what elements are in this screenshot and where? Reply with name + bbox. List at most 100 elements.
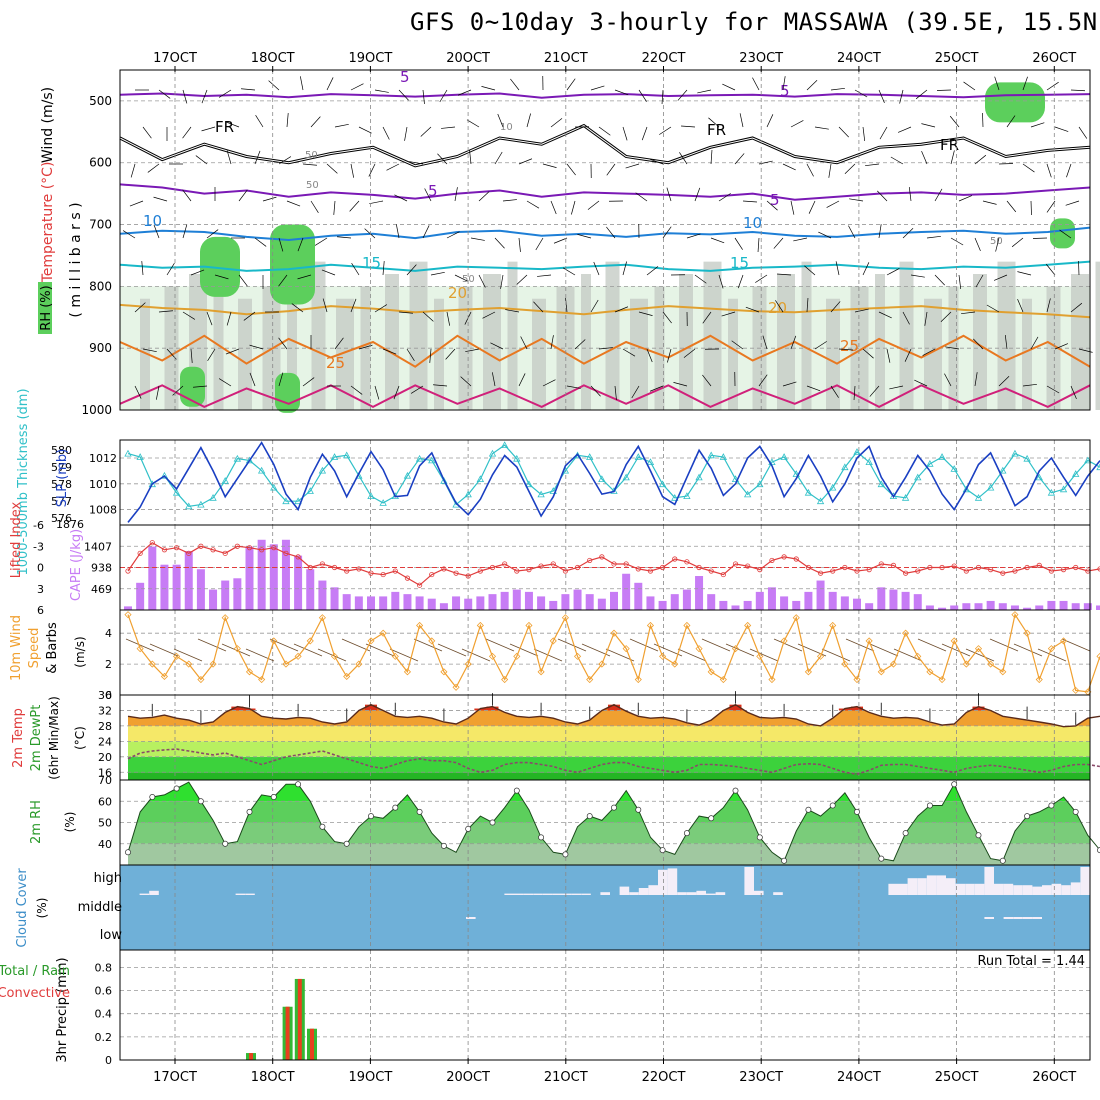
day-label-bottom: 23OCT [739, 1070, 783, 1085]
wind-barb [921, 123, 936, 128]
wind-barb [718, 193, 731, 202]
wind-barb [1070, 89, 1085, 92]
thickness-point [148, 480, 156, 488]
wind-barb [917, 638, 947, 652]
thickness-point [257, 466, 266, 474]
wind-barb [243, 311, 256, 321]
wind-speed-point [853, 675, 861, 684]
wind-barb [708, 117, 720, 128]
wind-barb [749, 648, 779, 662]
rh-point [586, 813, 593, 820]
thickness-point [403, 471, 412, 479]
wind-barb [457, 89, 472, 96]
wind-barb [155, 385, 160, 400]
wind-barb [598, 347, 613, 350]
thickness-point [586, 453, 594, 460]
wind-speed-point [1072, 686, 1080, 694]
cape-bar [877, 587, 886, 610]
day-label-bottom: 22OCT [642, 1070, 686, 1085]
thickness-point [428, 456, 436, 464]
thickness-point [950, 465, 958, 472]
li-point [623, 561, 629, 567]
wind-barb [430, 271, 445, 276]
wind-barb [461, 648, 491, 662]
thickness-point [221, 476, 229, 484]
cloud-cover-panel: high middle low Cloud Cover (%) [15, 864, 1091, 951]
temp-peak-cap [729, 704, 742, 711]
rh-column [924, 298, 942, 410]
cloud-high-bar [600, 892, 610, 895]
wind-barb [460, 376, 472, 387]
rh-point [489, 819, 496, 826]
cape-bar [1083, 603, 1092, 610]
ylabel-lifted-index: Lifted Index [9, 501, 24, 578]
ylabel-wind-units: (m/s) [73, 636, 87, 667]
li-point [951, 563, 957, 569]
cloud-high-bar [917, 878, 927, 895]
wind-barb [374, 385, 380, 400]
wind-speed-point [197, 675, 205, 684]
cape-bar [585, 594, 594, 610]
day-label-bottom: 21OCT [544, 1070, 588, 1085]
thickness-point [865, 458, 873, 465]
wind-barb [975, 274, 984, 288]
ylabel-cloud-units: (%) [35, 898, 49, 919]
wind-barb [142, 348, 157, 353]
li-point [295, 554, 301, 560]
rh-point [878, 855, 885, 862]
wind-barb [494, 237, 505, 249]
rh-column [801, 261, 812, 410]
cape-bar [597, 598, 606, 610]
wind-barb [814, 341, 827, 350]
cape-bar [160, 564, 169, 610]
wind-barb [238, 274, 248, 287]
wind-barb [862, 262, 870, 276]
temp-band [128, 741, 1090, 757]
wind-barb [790, 120, 804, 128]
wind-barb [775, 300, 784, 313]
li-point [514, 568, 520, 574]
thickness-tick-label: 579 [51, 461, 72, 474]
contour-label: 50 [305, 150, 318, 161]
li-point [174, 545, 180, 551]
li-point [416, 582, 423, 588]
wind-barb [614, 89, 629, 96]
wind-barb [478, 274, 486, 288]
cape-bar [682, 589, 691, 610]
thickness-point [415, 454, 424, 462]
rh-column [238, 298, 252, 410]
cloud-high-bar [907, 878, 918, 895]
precip-convective-bar [297, 978, 302, 1060]
wind-barb [182, 189, 192, 202]
wind-barb [945, 346, 960, 350]
thickness-point [707, 451, 715, 459]
wind-speed-point [610, 629, 618, 637]
wind-barb [454, 187, 458, 202]
contour-label: FR [940, 136, 959, 154]
wind-barb [886, 268, 900, 276]
wind-speed-point [768, 675, 776, 684]
contour-label: 5 [770, 191, 780, 209]
wind-barb [1013, 643, 1043, 657]
day-label-top: 20OCT [446, 51, 490, 66]
wind-barb [869, 385, 880, 397]
thickness-point [282, 497, 290, 505]
cape-bar [634, 582, 643, 610]
wind-speed-point [974, 645, 983, 653]
wind-barb [206, 229, 219, 239]
wind-barb [782, 76, 786, 91]
day-label-bottom: 20OCT [446, 1070, 490, 1085]
wind-barb [838, 126, 849, 138]
precip-convective-bar [249, 1053, 253, 1060]
wind-speed-point [731, 645, 740, 653]
wind-barb [446, 311, 451, 326]
wind-barb [865, 163, 880, 167]
wind-barb [679, 152, 688, 165]
wind-speed-point [1096, 652, 1100, 660]
chart-title: GFS 0~10day 3-hourly for MASSAWA (39.5E,… [410, 8, 1100, 36]
wind-barb [466, 119, 480, 128]
wind-barb [550, 335, 554, 350]
wind-barb [879, 126, 888, 140]
day-label-top: 26OCT [1032, 51, 1076, 66]
ylabel-slp: SLP (mb) [55, 449, 70, 508]
